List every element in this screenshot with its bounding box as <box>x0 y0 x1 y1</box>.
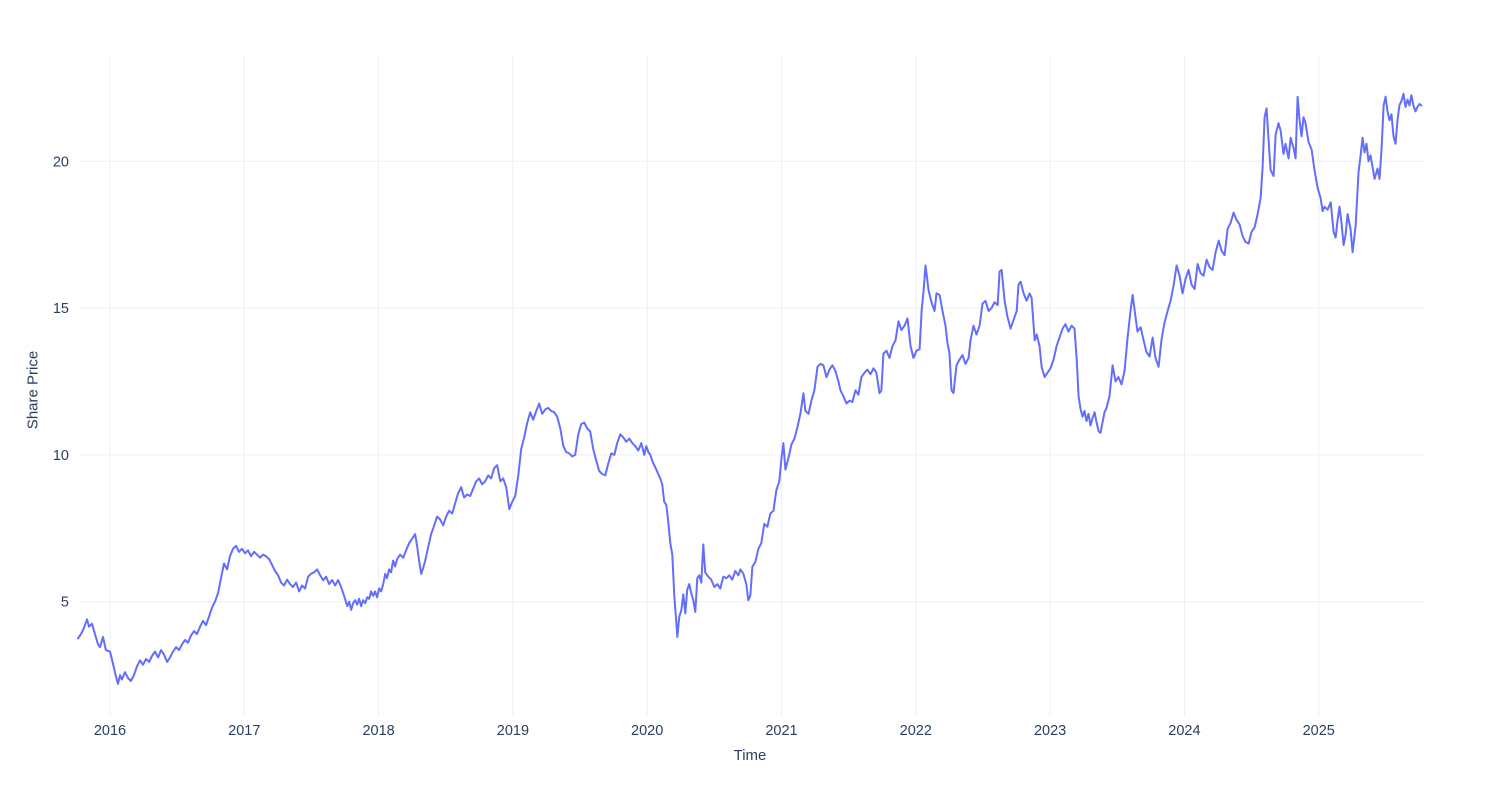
svg-text:5: 5 <box>61 595 69 611</box>
svg-text:2016: 2016 <box>94 723 126 739</box>
svg-text:2023: 2023 <box>1034 723 1066 739</box>
svg-text:10: 10 <box>53 448 69 464</box>
gridlines <box>80 55 1424 716</box>
y-axis-ticks: 5 10 15 20 <box>53 154 69 610</box>
svg-text:2018: 2018 <box>362 723 394 739</box>
svg-text:2021: 2021 <box>765 723 797 739</box>
svg-text:20: 20 <box>53 154 69 170</box>
svg-text:2022: 2022 <box>900 723 932 739</box>
y-axis-title: Share Price <box>24 350 42 430</box>
svg-text:2025: 2025 <box>1303 723 1335 739</box>
svg-text:2024: 2024 <box>1168 723 1200 739</box>
svg-text:2019: 2019 <box>497 723 529 739</box>
x-axis-ticks: 2016 2017 2018 2019 2020 2021 2022 2023 2024 2025 <box>94 723 1335 739</box>
svg-text:15: 15 <box>53 301 69 317</box>
price-line-series <box>77 92 1423 685</box>
x-axis-title: Time <box>733 747 767 764</box>
svg-text:2017: 2017 <box>228 723 260 739</box>
svg-text:2020: 2020 <box>631 723 663 739</box>
